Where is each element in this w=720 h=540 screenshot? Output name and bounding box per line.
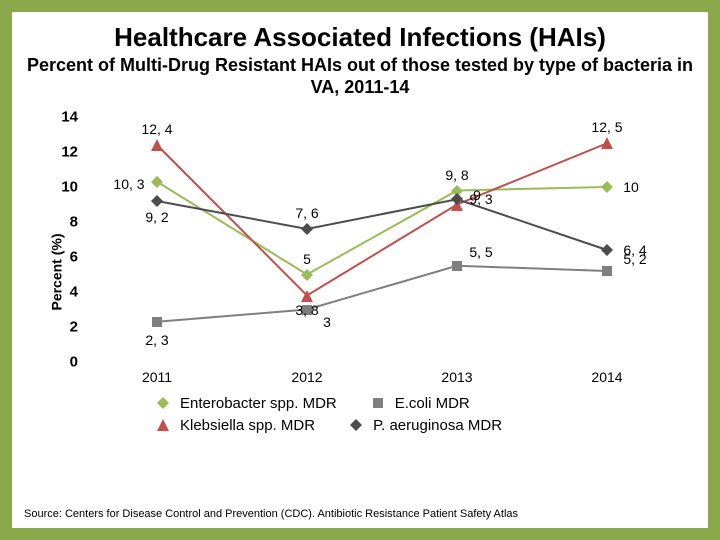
data-label: 12, 4	[141, 121, 172, 137]
data-marker	[601, 137, 613, 149]
chart-subtitle: Percent of Multi-Drug Resistant HAIs out…	[12, 55, 708, 98]
data-label: 10	[623, 179, 639, 195]
data-marker	[151, 316, 163, 328]
data-marker	[301, 223, 313, 235]
chart-area: Percent (%) 10, 359, 8102, 335, 55, 212,…	[12, 107, 708, 437]
data-marker	[151, 195, 163, 207]
y-tick-label: 12	[52, 144, 78, 161]
data-label: 9, 3	[469, 191, 492, 207]
data-label: 7, 6	[295, 205, 318, 221]
data-marker	[151, 139, 163, 151]
data-label: 5, 5	[469, 244, 492, 260]
line-layer	[82, 117, 682, 362]
y-tick-label: 10	[52, 179, 78, 196]
legend-marker-icon	[367, 396, 389, 410]
data-marker	[451, 260, 463, 272]
y-tick-label: 2	[52, 319, 78, 336]
slide-outer: Healthcare Associated Infections (HAIs) …	[0, 0, 720, 540]
data-label: 12, 5	[591, 119, 622, 135]
data-label: 2, 3	[145, 332, 168, 348]
legend: Enterobacter spp. MDR E.coli MDR Klebsiell…	[152, 392, 532, 436]
x-tick-label: 2012	[291, 369, 322, 385]
x-tick-label: 2011	[142, 369, 172, 385]
legend-marker-icon	[152, 396, 174, 410]
chart-title: Healthcare Associated Infections (HAIs)	[12, 12, 708, 53]
legend-item: Enterobacter spp. MDR	[152, 395, 337, 412]
y-tick-label: 4	[52, 284, 78, 301]
legend-label: P. aeruginosa MDR	[373, 417, 502, 434]
data-marker	[451, 193, 463, 205]
y-tick-label: 8	[52, 214, 78, 231]
data-label: 5	[303, 251, 311, 267]
data-marker	[151, 176, 163, 188]
data-label: 9, 8	[445, 167, 468, 183]
legend-item: Klebsiella spp. MDR	[152, 417, 315, 434]
y-tick-label: 14	[52, 109, 78, 126]
slide-inner: Healthcare Associated Infections (HAIs) …	[12, 12, 708, 528]
data-label: 3	[323, 314, 331, 330]
legend-marker-icon	[345, 418, 367, 432]
legend-marker-icon	[152, 418, 174, 432]
data-label: 6, 4	[623, 242, 646, 258]
legend-label: Enterobacter spp. MDR	[180, 395, 337, 412]
y-tick-label: 6	[52, 249, 78, 266]
source-citation: Source: Centers for Disease Control and …	[24, 508, 518, 520]
x-tick-label: 2014	[591, 369, 622, 385]
data-label: 10, 3	[113, 176, 144, 192]
plot-region: 10, 359, 8102, 335, 55, 212, 43, 8912, 5…	[82, 117, 682, 362]
data-label: 3, 8	[295, 302, 318, 318]
x-tick-label: 2013	[441, 369, 472, 385]
legend-item: P. aeruginosa MDR	[345, 417, 502, 434]
legend-label: Klebsiella spp. MDR	[180, 417, 315, 434]
data-marker	[301, 290, 313, 302]
data-label: 9, 2	[145, 209, 168, 225]
data-marker	[601, 181, 613, 193]
legend-label: E.coli MDR	[395, 395, 470, 412]
data-marker	[601, 244, 613, 256]
y-tick-label: 0	[52, 354, 78, 371]
legend-item: E.coli MDR	[367, 395, 470, 412]
data-marker	[301, 269, 313, 281]
data-marker	[601, 265, 613, 277]
